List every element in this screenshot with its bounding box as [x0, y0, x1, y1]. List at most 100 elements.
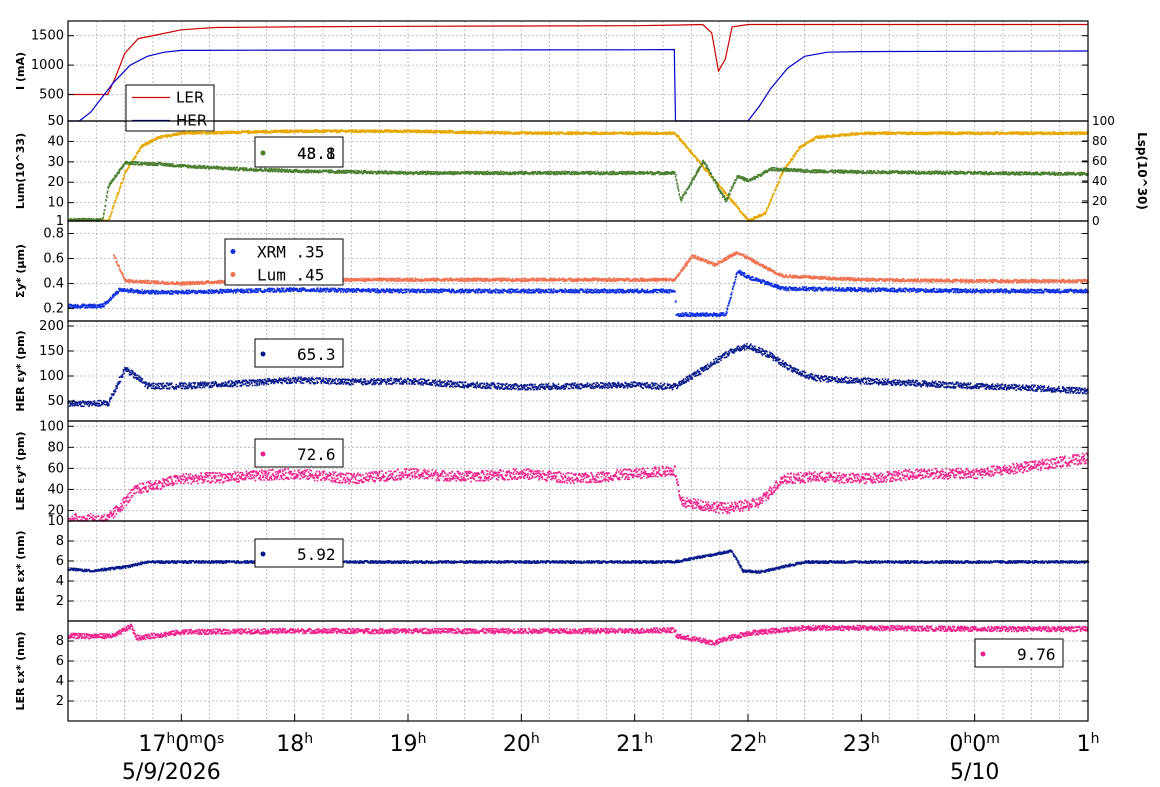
- data-point: [676, 179, 678, 181]
- data-point: [717, 186, 719, 188]
- data-point: [113, 204, 115, 206]
- data-point: [114, 202, 116, 204]
- data-point: [787, 164, 789, 166]
- data-point: [550, 131, 552, 133]
- data-point: [114, 178, 116, 180]
- data-point: [622, 171, 624, 173]
- data-point: [800, 171, 802, 173]
- data-point: [770, 199, 772, 201]
- data-point: [149, 142, 151, 144]
- data-point: [103, 212, 105, 214]
- data-point: [521, 173, 523, 175]
- data-point: [723, 195, 725, 197]
- data-point: [800, 147, 802, 149]
- data-point: [364, 129, 366, 131]
- data-point: [106, 196, 108, 198]
- data-point: [347, 172, 349, 174]
- data-point: [421, 173, 423, 175]
- data-point: [308, 172, 310, 174]
- data-point: [146, 162, 148, 164]
- data-point: [109, 218, 111, 220]
- data-point: [775, 187, 777, 189]
- data-point: [254, 168, 256, 170]
- data-point: [571, 174, 573, 176]
- data-point: [725, 192, 727, 194]
- data-point: [677, 185, 679, 187]
- data-point: [857, 170, 859, 172]
- data-point: [431, 171, 433, 173]
- data-point: [451, 174, 453, 176]
- data-point: [728, 196, 730, 198]
- data-point: [711, 174, 713, 176]
- data-point: [678, 188, 680, 190]
- data-point: [231, 132, 233, 134]
- data-point: [1083, 132, 1085, 134]
- data-point: [724, 199, 726, 201]
- data-point: [124, 172, 126, 174]
- data-point: [653, 132, 655, 134]
- data-point: [706, 165, 708, 167]
- data-point: [577, 171, 579, 173]
- data-point: [123, 178, 125, 180]
- data-point: [681, 199, 683, 201]
- data-point: [236, 167, 238, 169]
- data-point: [126, 170, 128, 172]
- data-point: [96, 218, 98, 220]
- data-point: [609, 171, 611, 173]
- data-point: [594, 171, 596, 173]
- data-point: [628, 173, 630, 175]
- data-point: [734, 202, 736, 204]
- data-point: [168, 163, 170, 165]
- data-point: [103, 214, 105, 216]
- data-point: [716, 183, 718, 185]
- data-point: [677, 183, 679, 185]
- data-point: [109, 216, 111, 218]
- data-point: [647, 171, 649, 173]
- data-point: [675, 174, 677, 176]
- data-point: [1079, 134, 1081, 136]
- data-point: [761, 175, 763, 177]
- data-point: [110, 213, 112, 215]
- data-point: [124, 175, 126, 177]
- data-point: [971, 133, 973, 135]
- data-point: [290, 169, 292, 171]
- data-point: [228, 130, 230, 132]
- data-point: [921, 132, 923, 134]
- data-point: [680, 139, 682, 141]
- data-point: [640, 173, 642, 175]
- data-point: [106, 195, 108, 197]
- data-point: [119, 171, 121, 173]
- data-point: [1011, 133, 1013, 135]
- data-point: [157, 164, 159, 166]
- data-point: [775, 190, 777, 192]
- data-point: [473, 171, 475, 173]
- data-point: [766, 210, 768, 212]
- data-point: [691, 152, 693, 154]
- data-point: [443, 173, 445, 175]
- data-point: [677, 187, 679, 189]
- data-point: [119, 189, 121, 191]
- data-point: [361, 170, 363, 172]
- data-point: [844, 170, 846, 172]
- data-point: [703, 160, 705, 162]
- data-point: [708, 170, 710, 172]
- data-point: [359, 130, 361, 132]
- data-point: [1031, 131, 1033, 133]
- data-point: [720, 190, 722, 192]
- data-point: [888, 134, 890, 136]
- data-point: [674, 172, 676, 174]
- data-point: [780, 177, 782, 179]
- data-point: [757, 217, 759, 219]
- data-point: [123, 164, 125, 166]
- data-point: [672, 173, 674, 175]
- data-point: [302, 130, 304, 132]
- data-point: [673, 173, 675, 175]
- data-point: [831, 169, 833, 171]
- data-point: [465, 173, 467, 175]
- y-axis-label: I (mA): [14, 52, 27, 90]
- data-point: [805, 144, 807, 146]
- data-point: [105, 205, 107, 207]
- data-point: [794, 169, 796, 171]
- data-point: [670, 174, 672, 176]
